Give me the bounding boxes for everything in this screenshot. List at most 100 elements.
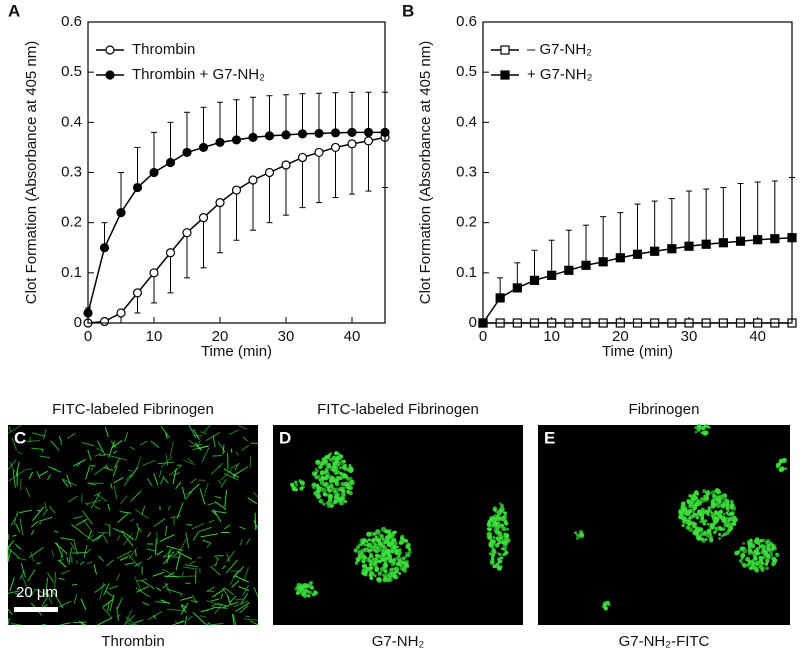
series: [85, 136, 388, 324]
fiber: [97, 555, 105, 562]
aggregate: [378, 559, 382, 563]
x-tick-label: 0: [84, 328, 92, 345]
aggregate: [496, 563, 500, 567]
y-tick-label: 0: [74, 314, 82, 331]
fiber: [104, 427, 109, 437]
fiber: [241, 444, 250, 452]
aggregate: [308, 590, 313, 595]
aggregate: [486, 523, 491, 527]
fiber: [165, 431, 168, 439]
aggregate: [757, 539, 761, 544]
aggregate: [299, 486, 304, 491]
aggregate: [784, 467, 788, 471]
fiber: [150, 440, 160, 449]
fiber: [31, 447, 44, 450]
aggregate: [684, 510, 690, 516]
fiber: [212, 435, 216, 448]
marker: [248, 132, 258, 142]
marker: [264, 167, 275, 178]
aggregate: [377, 577, 381, 581]
aggregate: [706, 528, 712, 534]
fiber: [39, 470, 49, 477]
fiber: [125, 474, 132, 481]
y-tick-label: 0.6: [61, 13, 82, 30]
aggregate: [494, 530, 498, 534]
aggregate: [295, 483, 299, 487]
fiber: [146, 477, 153, 487]
fiber: [201, 447, 210, 463]
fiber: [97, 617, 113, 626]
fiber: [108, 585, 118, 590]
fiber: [8, 470, 24, 482]
fiber: [92, 534, 102, 542]
fiber: [66, 432, 76, 440]
fiber: [220, 478, 227, 488]
fiber: [182, 459, 196, 466]
aggregate: [688, 509, 692, 513]
fiber: [238, 586, 250, 592]
fiber: [130, 466, 139, 478]
aggregate: [377, 571, 382, 576]
aggregate: [500, 506, 505, 512]
fiber: [197, 439, 201, 448]
fiber: [124, 562, 135, 566]
fiber: [73, 515, 83, 519]
aggregate: [373, 574, 377, 578]
aggregate: [766, 559, 770, 564]
aggregate: [342, 472, 346, 476]
image-caption: Thrombin: [101, 633, 164, 650]
aggregate: [383, 558, 388, 564]
fiber: [225, 559, 238, 574]
fiber: [220, 593, 224, 599]
fiber: [17, 451, 23, 455]
aggregate: [761, 554, 767, 560]
fiber: [205, 431, 221, 441]
marker: [500, 45, 510, 55]
aggregate: [486, 527, 491, 531]
fiber: [158, 469, 162, 478]
aggregate: [339, 474, 344, 479]
aggregate: [328, 483, 334, 489]
fiber: [159, 534, 175, 543]
fiber: [153, 473, 159, 486]
aggregate: [398, 541, 402, 545]
fiber: [147, 532, 152, 538]
y-tick-label: 0.3: [456, 163, 477, 180]
aggregate: [739, 559, 743, 563]
marker: [182, 147, 192, 158]
x-tick-label: 10: [543, 328, 560, 345]
fiber: [30, 520, 39, 528]
aggregate: [490, 553, 496, 558]
aggregate: [381, 551, 387, 557]
fiber: [223, 473, 239, 481]
aggregate: [295, 488, 299, 492]
fiber: [7, 424, 22, 434]
x-axis-label: Time (min): [602, 343, 673, 360]
aggregate: [374, 558, 379, 564]
aggregate: [695, 529, 700, 535]
aggregate: [730, 502, 735, 508]
aggregate: [773, 547, 777, 551]
fiber: [96, 447, 103, 452]
fiber: [116, 597, 123, 610]
aggregate: [721, 518, 727, 524]
aggregate: [742, 541, 746, 545]
fiber: [52, 588, 55, 595]
fiber: [39, 516, 53, 522]
aggregate: [680, 505, 684, 509]
fiber: [127, 553, 141, 568]
aggregate: [322, 459, 327, 464]
fiber: [130, 490, 142, 502]
aggregate: [680, 501, 686, 507]
fiber: [202, 539, 211, 544]
fiber: [205, 622, 211, 626]
fiber: [102, 606, 113, 619]
fiber: [94, 583, 107, 593]
fiber: [184, 615, 188, 626]
fiber: [212, 563, 218, 567]
fiber: [15, 440, 20, 444]
aggregate: [365, 542, 370, 547]
fiber: [112, 527, 124, 534]
aggregate: [707, 506, 711, 510]
aggregate: [382, 562, 389, 568]
